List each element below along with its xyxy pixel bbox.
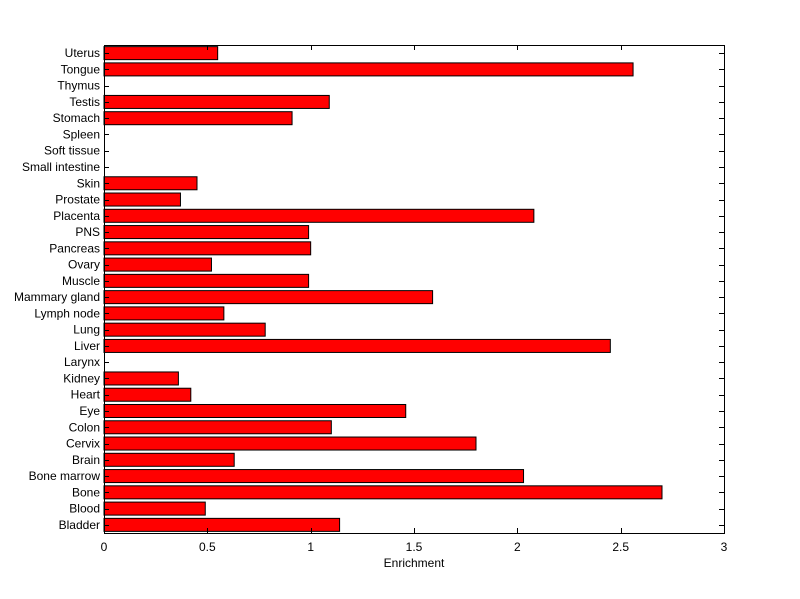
x-tick-label: 0.5 bbox=[199, 540, 216, 554]
y-tick-label: Prostate bbox=[55, 193, 100, 207]
bars-group bbox=[103, 46, 663, 532]
y-tick-label: Mammary gland bbox=[14, 290, 100, 304]
y-tick-label: Brain bbox=[72, 453, 100, 467]
bar bbox=[103, 192, 181, 207]
bar bbox=[103, 111, 293, 126]
bar bbox=[103, 371, 179, 386]
bar bbox=[103, 517, 341, 532]
y-tick-label: Larynx bbox=[64, 355, 100, 369]
bar bbox=[103, 273, 310, 288]
y-tick-label: Ovary bbox=[68, 258, 100, 272]
y-axis-ticks bbox=[104, 53, 724, 526]
bar bbox=[103, 62, 634, 77]
y-tick-label: Bone bbox=[72, 485, 100, 499]
y-tick-label: Skin bbox=[77, 176, 100, 190]
y-tick-label: Placenta bbox=[53, 209, 100, 223]
bar bbox=[103, 501, 206, 516]
y-tick-label: Cervix bbox=[66, 437, 100, 451]
x-tick-label: 1 bbox=[307, 540, 314, 554]
y-tick-label: Kidney bbox=[63, 371, 100, 385]
bar bbox=[103, 452, 235, 467]
bar bbox=[103, 176, 198, 191]
y-tick-label: Pancreas bbox=[49, 241, 100, 255]
y-tick-label: Bone marrow bbox=[29, 469, 101, 483]
y-tick-label: Muscle bbox=[62, 274, 100, 288]
bar bbox=[103, 208, 535, 223]
bar bbox=[103, 241, 312, 256]
x-axis-label: Enrichment bbox=[384, 556, 445, 570]
y-tick-label: Blood bbox=[69, 502, 100, 516]
y-tick-label: Tongue bbox=[61, 62, 101, 76]
y-tick-label: Lymph node bbox=[34, 306, 100, 320]
bar bbox=[103, 403, 407, 419]
y-tick-label: Bladder bbox=[59, 518, 100, 532]
bar bbox=[103, 290, 434, 305]
x-axis-tick-labels: 0 0.5 1 1.5 2 2.5 3 bbox=[101, 540, 728, 554]
y-tick-label: Colon bbox=[69, 420, 100, 434]
x-tick-label: 0 bbox=[101, 540, 108, 554]
y-tick-label: Small intestine bbox=[22, 160, 100, 174]
x-tick-label: 2 bbox=[514, 540, 521, 554]
bar bbox=[103, 485, 663, 500]
bar bbox=[103, 94, 330, 109]
y-tick-label: Uterus bbox=[65, 46, 100, 60]
y-axis-tick-labels: Bladder Blood Bone Bone marrow Brain Cervix Co… bbox=[14, 46, 101, 532]
y-tick-label: Stomach bbox=[53, 111, 100, 125]
bar bbox=[103, 46, 219, 61]
y-tick-label: Soft tissue bbox=[44, 144, 100, 158]
bar bbox=[103, 338, 611, 353]
y-tick-label: Heart bbox=[71, 388, 101, 402]
bar bbox=[103, 420, 332, 435]
bar bbox=[103, 469, 525, 484]
bar bbox=[103, 306, 225, 321]
bar bbox=[103, 387, 192, 402]
x-tick-label: 3 bbox=[721, 540, 728, 554]
x-tick-label: 2.5 bbox=[612, 540, 629, 554]
x-tick-label: 1.5 bbox=[406, 540, 423, 554]
y-tick-label: Spleen bbox=[63, 127, 100, 141]
y-tick-label: Testis bbox=[69, 95, 100, 109]
plot-frame bbox=[104, 45, 725, 534]
bar bbox=[103, 436, 477, 451]
bar bbox=[103, 257, 212, 272]
y-tick-label: PNS bbox=[75, 225, 100, 239]
y-tick-label: Thymus bbox=[57, 79, 100, 93]
y-tick-label: Liver bbox=[74, 339, 100, 353]
bar bbox=[103, 322, 266, 337]
bar bbox=[103, 225, 310, 240]
y-tick-label: Eye bbox=[79, 404, 100, 418]
y-tick-label: Lung bbox=[73, 323, 100, 337]
